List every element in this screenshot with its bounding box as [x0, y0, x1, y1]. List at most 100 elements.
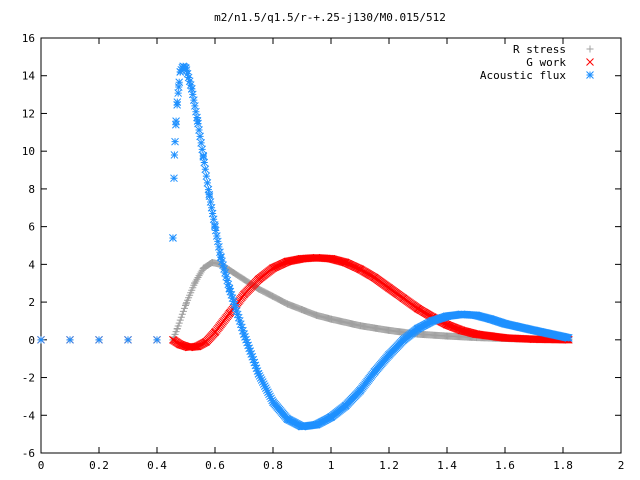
data-point: [191, 102, 199, 110]
axes: 0 0.2 0.4 0.6 0.8 1 1.2 1.4 1.6 1.8 2 -6 -4 -2 0 2 4 6 8 10…: [22, 32, 625, 472]
data-point: [205, 192, 214, 201]
x-tick-label: 1.4: [437, 459, 457, 472]
data-point: [227, 291, 236, 299]
data-point: [193, 113, 201, 122]
data-point: [266, 392, 274, 401]
y-tick-label: -2: [22, 372, 35, 385]
data-point: [236, 320, 245, 329]
data-point: [194, 273, 202, 281]
y-tick-label: -4: [22, 409, 36, 422]
data-point: [176, 67, 185, 76]
data-point: [183, 69, 192, 78]
data-point: [228, 294, 237, 302]
legend-marker: [586, 45, 594, 53]
y-tick-label: 0: [28, 334, 35, 347]
data-point: [182, 66, 191, 74]
data-point: [207, 203, 216, 212]
data-point: [212, 232, 221, 240]
data-point: [175, 78, 184, 87]
data-point: [250, 358, 259, 367]
y-tick-label: 2: [28, 296, 35, 309]
data-point: [95, 335, 103, 344]
data-point: [222, 272, 231, 281]
data-point: [195, 126, 203, 134]
y-tick-label: 12: [22, 107, 35, 120]
data-point: [244, 341, 252, 350]
data-point: [259, 380, 268, 388]
data-point: [255, 372, 264, 380]
data-point: [253, 367, 262, 375]
data-point: [235, 317, 244, 325]
data-point: [196, 270, 204, 278]
data-point: [187, 84, 196, 93]
legend-marker: [586, 58, 594, 66]
data-point: [254, 370, 263, 378]
data-point: [209, 215, 218, 224]
series-g-work: [37, 253, 573, 352]
data-point: [173, 100, 181, 109]
data-point: [201, 165, 210, 174]
data-point: [178, 310, 186, 318]
data-point: [221, 268, 230, 277]
data-point: [234, 313, 243, 322]
data-point: [263, 386, 271, 395]
data-point: [264, 388, 272, 397]
data-marks: [37, 62, 573, 431]
legend-label: R stress: [513, 43, 566, 56]
x-tick-label: 0.6: [205, 459, 225, 472]
data-point: [202, 172, 211, 180]
data-point: [225, 284, 234, 293]
x-tick-label: 0.2: [89, 459, 109, 472]
data-point: [188, 90, 197, 99]
data-point: [204, 185, 213, 194]
data-point: [268, 396, 276, 405]
data-point: [192, 277, 200, 285]
data-point: [171, 137, 179, 146]
data-point: [239, 326, 247, 335]
data-point: [174, 322, 182, 330]
legend-marker: [586, 71, 594, 79]
data-point: [197, 139, 205, 147]
data-point: [199, 151, 208, 160]
data-point: [186, 81, 195, 89]
x-tick-label: 0: [38, 459, 45, 472]
data-point: [262, 384, 270, 393]
data-point: [198, 145, 207, 154]
y-tick-label: 14: [22, 70, 36, 83]
data-point: [196, 132, 204, 141]
data-point: [172, 117, 180, 126]
data-point: [230, 300, 239, 309]
data-point: [223, 276, 232, 285]
data-point: [265, 390, 273, 399]
data-point: [210, 221, 219, 229]
data-point: [173, 325, 181, 333]
data-point: [252, 364, 261, 373]
data-point: [218, 257, 226, 266]
data-point: [247, 350, 256, 358]
data-point: [241, 332, 249, 341]
data-point: [208, 209, 217, 218]
x-tick-label: 0.4: [147, 459, 167, 472]
y-tick-label: 4: [28, 258, 35, 271]
y-tick-label: 6: [28, 221, 35, 234]
data-point: [258, 378, 267, 386]
data-point: [175, 319, 183, 327]
data-point: [215, 243, 223, 251]
x-tick-label: 1.6: [495, 459, 515, 472]
data-point: [338, 257, 346, 266]
data-point: [153, 335, 161, 344]
x-tick-label: 0.8: [263, 459, 283, 472]
data-point: [231, 304, 240, 312]
legend-label: Acoustic flux: [480, 69, 566, 82]
series-r-stress: [37, 258, 573, 344]
data-point: [200, 158, 209, 167]
data-point: [66, 335, 74, 344]
data-point: [251, 361, 260, 370]
data-point: [211, 226, 220, 235]
data-point: [229, 297, 238, 306]
series-acoustic-flux: [37, 62, 573, 431]
data-point: [191, 279, 199, 287]
data-point: [174, 83, 183, 91]
data-point: [192, 107, 200, 116]
